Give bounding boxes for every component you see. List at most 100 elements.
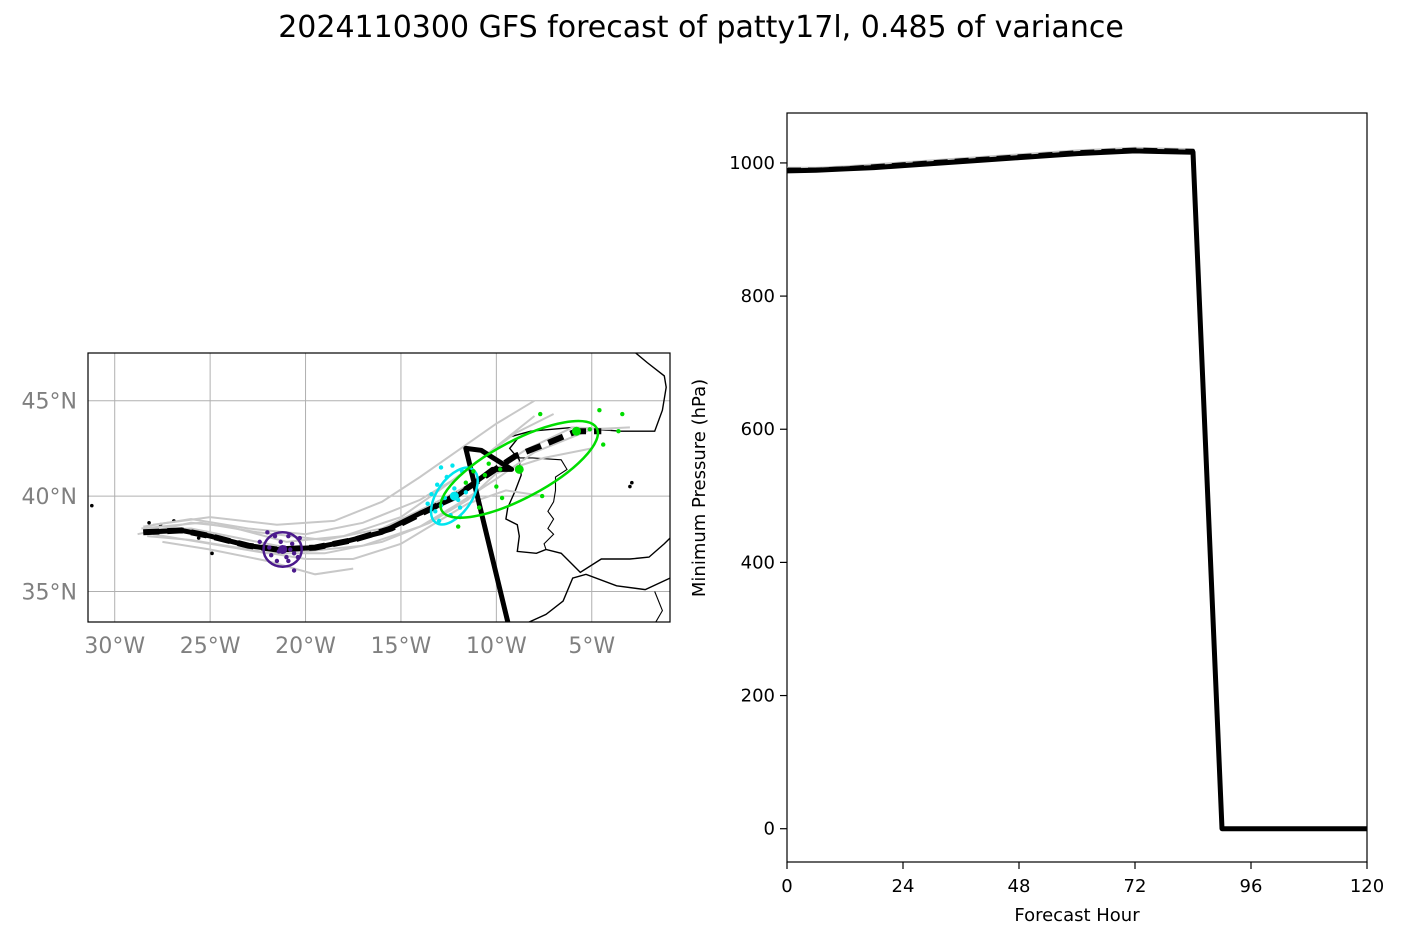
- member-position-dot: [587, 427, 593, 432]
- x-axis-label: Forecast Hour: [1014, 905, 1140, 926]
- map-tick-labels: 30°W 25°W 20°W 15°W 10°W 5°W 35°N 40°N 45°N: [22, 390, 616, 659]
- member-position-dot: [286, 558, 291, 564]
- y-axis-label: Minimum Pressure (hPa): [689, 379, 710, 597]
- member-position-dot: [444, 474, 449, 480]
- main-tracks: [143, 428, 602, 622]
- x-tick-label: 24: [892, 876, 915, 897]
- member-position-dot: [268, 553, 274, 558]
- pressure-series: [786, 146, 1367, 832]
- country-border: [517, 457, 568, 550]
- deterministic-track: [143, 445, 515, 622]
- x-tick-label: 48: [1008, 876, 1031, 897]
- member-position-dot: [435, 482, 440, 487]
- member-position-dot: [499, 495, 505, 501]
- member-position-dot: [286, 533, 291, 539]
- y-tick-label: 800: [741, 286, 775, 307]
- member-position-dot: [494, 484, 499, 489]
- ensemble-track: [141, 426, 611, 542]
- island-dot: [628, 484, 632, 489]
- map-x-tick-label: 5°W: [568, 634, 615, 659]
- member-position-dot: [457, 505, 463, 510]
- uncertainty-ellipse: [439, 419, 600, 519]
- map-y-tick-label: 40°N: [22, 485, 77, 510]
- map-gridlines: [88, 353, 670, 622]
- member-position-dot: [438, 465, 444, 470]
- uncertainty-ellipse: [262, 531, 303, 568]
- member-position-dot: [482, 472, 488, 478]
- mean-position-marker: [571, 426, 581, 436]
- y-tick-label: 600: [741, 419, 775, 440]
- member-position-dot: [257, 539, 262, 545]
- island-dot: [630, 480, 634, 485]
- y-tick-label: 400: [741, 552, 775, 573]
- coastlines-and-borders: [90, 353, 670, 622]
- member-position-dot: [486, 461, 491, 466]
- ensemble-tracks: [137, 399, 630, 576]
- member-position-dot: [455, 524, 461, 529]
- map-frame: [87, 352, 671, 623]
- member-position-dot: [476, 505, 482, 510]
- member-position-dot: [616, 429, 621, 434]
- y-tick-label: 200: [741, 686, 775, 707]
- member-position-dot: [436, 518, 442, 524]
- position-markers: [257, 408, 625, 573]
- pressure-plot-frame: [786, 112, 1368, 863]
- coastline: [527, 573, 670, 622]
- island-dot: [210, 551, 214, 556]
- map-x-tick-label: 30°W: [84, 634, 145, 659]
- ensemble-track: [152, 399, 536, 526]
- mean-position-marker: [449, 491, 459, 501]
- mean-position-marker: [278, 545, 288, 555]
- member-position-dot: [297, 535, 303, 541]
- member-position-dot: [497, 467, 503, 472]
- x-tick-label: 96: [1240, 876, 1263, 897]
- member-position-dot: [288, 547, 293, 552]
- pressure-axis-ticks: 0 24 48 72 96 120 0 200 400 600 800 1000: [729, 153, 1384, 897]
- island-dot: [90, 503, 94, 508]
- x-tick-label: 120: [1350, 876, 1384, 897]
- island-dot: [147, 520, 151, 525]
- coastline: [509, 353, 667, 438]
- ensemble-track: [147, 489, 545, 560]
- map-background: [88, 353, 670, 622]
- y-tick-label: 1000: [729, 153, 775, 174]
- x-tick-label: 72: [1124, 876, 1147, 897]
- member-position-dot: [278, 539, 283, 545]
- member-position-dot: [429, 491, 434, 497]
- member-position-dot: [463, 480, 469, 485]
- member-position-dot: [597, 408, 602, 413]
- figure-title: 2024110300 GFS forecast of patty17l, 0.4…: [278, 10, 1124, 45]
- map-x-tick-label: 25°W: [180, 634, 241, 659]
- member-position-dot: [538, 411, 543, 417]
- map-y-tick-label: 45°N: [22, 390, 77, 415]
- member-position-dot: [291, 551, 297, 556]
- member-position-dot: [539, 493, 545, 499]
- member-position-dot: [425, 501, 430, 506]
- map-x-tick-label: 20°W: [275, 634, 336, 659]
- member-position-dot: [267, 545, 272, 550]
- member-position-dot: [601, 442, 606, 447]
- member-position-dot: [452, 486, 457, 491]
- member-position-dot: [471, 469, 476, 474]
- member-position-dot: [265, 530, 270, 535]
- x-tick-label: 0: [781, 876, 792, 897]
- island-dot: [196, 536, 201, 540]
- member-position-dot: [620, 411, 625, 417]
- mean-position-marker: [514, 464, 524, 474]
- member-position-dot: [289, 541, 295, 546]
- member-position-dot: [284, 554, 289, 560]
- coastline: [505, 438, 670, 574]
- pressure-line-deterministic: [786, 148, 1367, 832]
- pressure-chart-panel: 0 24 48 72 96 120 0 200 400 600 800 1000 Forecast H…: [689, 112, 1384, 926]
- member-position-dot: [272, 533, 278, 539]
- map-x-tick-label: 15°W: [371, 634, 432, 659]
- member-position-dot: [274, 558, 280, 564]
- country-border: [654, 591, 664, 622]
- member-position-dot: [433, 509, 438, 514]
- track-map-panel: 30°W 25°W 20°W 15°W 10°W 5°W 35°N 40°N 45°N: [22, 352, 671, 659]
- map-x-tick-label: 10°W: [466, 634, 527, 659]
- y-tick-label: 0: [764, 819, 775, 840]
- member-position-dot: [450, 463, 455, 468]
- map-y-tick-label: 35°N: [22, 580, 77, 605]
